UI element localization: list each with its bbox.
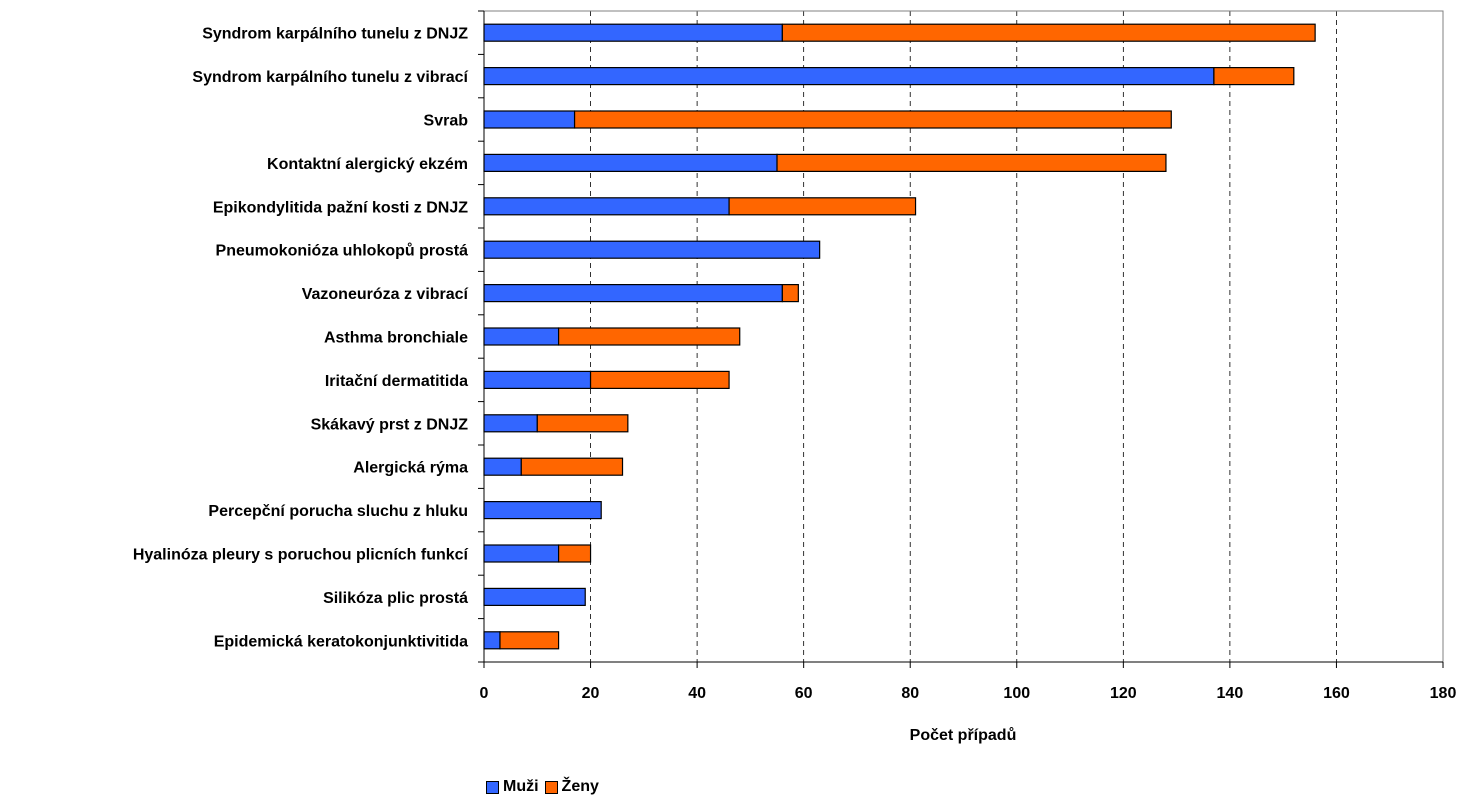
category-label: Iritační dermatitida bbox=[325, 373, 468, 390]
bar-zeny bbox=[573, 110, 1172, 129]
category-label: Vazoneuróza z vibrací bbox=[302, 286, 469, 303]
bar-muzi bbox=[483, 66, 1215, 86]
bar-zeny bbox=[536, 414, 629, 433]
category-label: Pneumokonióza uhlokopů prostá bbox=[216, 243, 469, 260]
category-label: Kontaktní alergický ekzém bbox=[267, 156, 468, 173]
category-label: Svrab bbox=[424, 113, 469, 130]
bar-muzi bbox=[483, 501, 602, 520]
bar-muzi bbox=[483, 284, 783, 303]
legend-swatch-muzi bbox=[486, 780, 499, 794]
legend-label-muzi: Muži bbox=[503, 778, 539, 795]
x-tick-label: 60 bbox=[795, 685, 813, 702]
bar-muzi bbox=[483, 110, 576, 129]
x-axis-title: Počet případů bbox=[910, 727, 1017, 744]
bar-zeny bbox=[781, 284, 799, 303]
legend-item-zeny: Ženy bbox=[544, 778, 599, 796]
bar-muzi bbox=[483, 587, 586, 607]
x-tick-label: 0 bbox=[480, 685, 489, 702]
x-tick-label: 80 bbox=[901, 685, 919, 702]
category-label: Epidemická keratokonjunktivitida bbox=[214, 633, 468, 650]
x-tick-label: 160 bbox=[1323, 685, 1350, 702]
axes bbox=[478, 10, 1444, 668]
bar-zeny bbox=[781, 23, 1316, 42]
bar-zeny bbox=[499, 631, 560, 650]
bar-muzi bbox=[483, 457, 522, 476]
category-label: Percepční porucha sluchu z hluku bbox=[208, 503, 468, 520]
category-label: Hyalinóza pleury s poruchou plicních fun… bbox=[133, 547, 469, 564]
category-label: Syndrom karpálního tunelu z DNJZ bbox=[202, 26, 468, 43]
legend-label-zeny: Ženy bbox=[561, 778, 599, 795]
bar-zeny bbox=[776, 153, 1167, 172]
bar-zeny bbox=[589, 370, 730, 389]
bar-muzi bbox=[483, 240, 821, 259]
bar-zeny bbox=[557, 544, 592, 563]
category-label: Epikondylitida pažní kosti z DNJZ bbox=[213, 199, 468, 216]
x-tick-label: 20 bbox=[582, 685, 600, 702]
x-tick-label: 100 bbox=[1003, 685, 1030, 702]
category-label: Asthma bronchiale bbox=[324, 330, 468, 347]
bar-muzi bbox=[483, 327, 560, 346]
bar-muzi bbox=[483, 370, 592, 389]
bar-muzi bbox=[483, 23, 783, 42]
bar-zeny bbox=[728, 197, 917, 216]
x-tick-label: 120 bbox=[1110, 685, 1137, 702]
bar-muzi bbox=[483, 414, 538, 433]
category-label: Syndrom karpálního tunelu z vibrací bbox=[192, 69, 468, 86]
category-labels: Syndrom karpálního tunelu z DNJZ Syndrom … bbox=[133, 26, 469, 651]
category-label: Skákavý prst z DNJZ bbox=[311, 416, 469, 433]
bar-zeny bbox=[1213, 66, 1295, 86]
bar-muzi bbox=[483, 544, 560, 563]
x-tick-label: 180 bbox=[1430, 685, 1457, 702]
category-label: Silikóza plic prostá bbox=[323, 590, 468, 607]
bar-zeny bbox=[557, 327, 741, 346]
bar-zeny bbox=[520, 457, 624, 476]
bar-muzi bbox=[483, 197, 730, 216]
bar-muzi bbox=[483, 631, 501, 650]
bar-muzi bbox=[483, 153, 778, 172]
legend-item-muzi: Muži bbox=[486, 778, 539, 796]
x-tick-label: 140 bbox=[1217, 685, 1244, 702]
x-tick-label: 40 bbox=[688, 685, 706, 702]
category-label: Alergická rýma bbox=[353, 460, 468, 477]
bars bbox=[483, 23, 1316, 650]
x-tick-labels: 0 20 40 60 80 100 120 140 160 180 bbox=[480, 685, 1457, 702]
legend: Muži Ženy bbox=[486, 778, 605, 796]
legend-swatch-zeny bbox=[544, 780, 558, 794]
